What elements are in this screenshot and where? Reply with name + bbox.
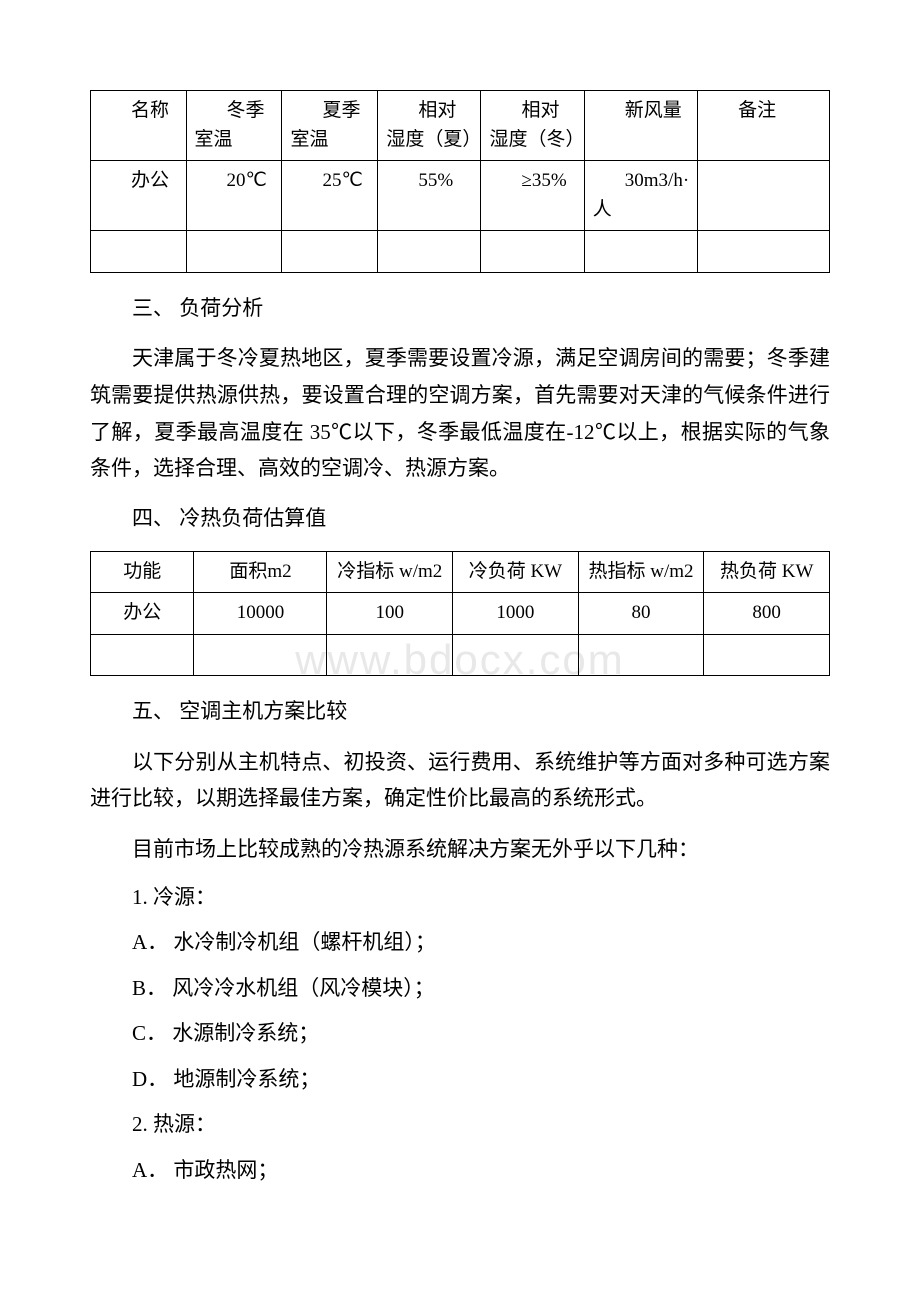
- table-row: 办公 10000 100 1000 80 800: [91, 593, 830, 635]
- list-title-heat: 2. 热源：: [90, 1109, 830, 1141]
- section-body-5b: 目前市场上比较成熟的冷热源系统解决方案无外乎以下几种：: [90, 831, 830, 868]
- parameters-table: 名称 冬季室温 夏季室温 相对湿度（夏） 相对湿度（冬） 新风量 备注 办公 2…: [90, 90, 830, 273]
- col-header: 热负荷 KW: [704, 551, 830, 593]
- list-item: A． 市政热网；: [90, 1155, 830, 1187]
- table-header-row: 功能 面积m2 冷指标 w/m2 冷负荷 KW 热指标 w/m2 热负荷 KW: [91, 551, 830, 593]
- col-header: 面积m2: [194, 551, 327, 593]
- list-title-cold: 1. 冷源：: [90, 882, 830, 914]
- table-row-empty: [91, 634, 830, 676]
- col-header: 热指标 w/m2: [578, 551, 704, 593]
- col-header: 冷负荷 KW: [453, 551, 579, 593]
- section-body-3: 天津属于冬冷夏热地区，夏季需要设置冷源，满足空调房间的需要；冬季建筑需要提供热源…: [90, 340, 830, 487]
- cell: 25℃: [290, 170, 362, 191]
- list-item: D． 地源制冷系统；: [90, 1064, 830, 1096]
- cell: 80: [578, 593, 704, 635]
- cell: 30m3/h·人: [593, 170, 689, 220]
- cell: 10000: [194, 593, 327, 635]
- load-estimate-table: 功能 面积m2 冷指标 w/m2 冷负荷 KW 热指标 w/m2 热负荷 KW …: [90, 551, 830, 677]
- col-header: 夏季室温: [290, 100, 360, 150]
- section-heading-3: 三、 负荷分析: [90, 293, 830, 325]
- cell: ≥35%: [489, 170, 566, 191]
- section-body-5a: 以下分别从主机特点、初投资、运行费用、系统维护等方面对多种可选方案进行比较，以期…: [90, 744, 830, 818]
- cell: 800: [704, 593, 830, 635]
- cell: 1000: [453, 593, 579, 635]
- cell: 100: [327, 593, 453, 635]
- table-row: 办公 20℃ 25℃ 55% ≥35% 30m3/h·人: [91, 161, 830, 231]
- cell: 55%: [386, 170, 453, 191]
- col-header: 相对湿度（冬）: [489, 100, 584, 150]
- section-heading-4: 四、 冷热负荷估算值: [90, 503, 830, 535]
- col-header: 功能: [91, 551, 194, 593]
- section-heading-5: 五、 空调主机方案比较: [90, 696, 830, 728]
- list-item: A． 水冷制冷机组（螺杆机组）；: [90, 927, 830, 959]
- list-item: B． 风冷冷水机组（风冷模块）；: [90, 973, 830, 1005]
- col-header: 新风量: [593, 100, 682, 121]
- cell: [706, 170, 738, 191]
- cell: 20℃: [195, 170, 267, 191]
- table-row-empty: [91, 231, 830, 273]
- col-header: 备注: [706, 100, 776, 121]
- col-header: 相对湿度（夏）: [386, 100, 481, 150]
- col-header: 冬季室温: [195, 100, 265, 150]
- list-item: C． 水源制冷系统；: [90, 1018, 830, 1050]
- col-header: 冷指标 w/m2: [327, 551, 453, 593]
- col-header: 名称: [99, 100, 169, 121]
- table-header-row: 名称 冬季室温 夏季室温 相对湿度（夏） 相对湿度（冬） 新风量 备注: [91, 91, 830, 161]
- cell: 办公: [91, 593, 194, 635]
- cell: 办公: [99, 170, 169, 191]
